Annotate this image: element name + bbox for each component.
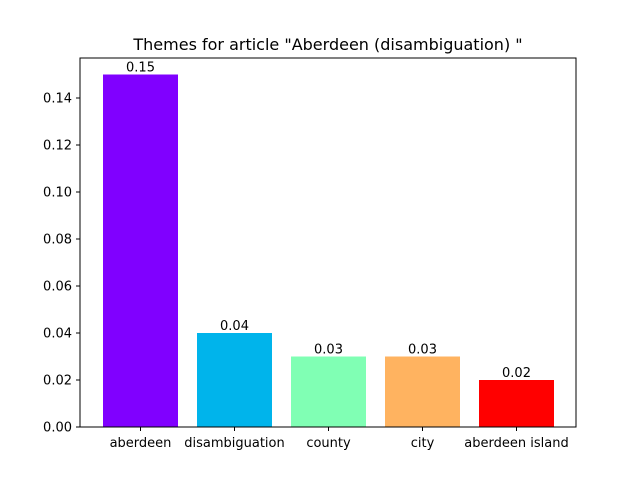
plot-frame xyxy=(79,57,577,428)
x-tick-label: city xyxy=(411,436,435,451)
value-labels-layer: 0.15 0.04 0.03 0.03 0.02 xyxy=(126,61,531,382)
y-tick-label: 0.00 xyxy=(43,421,72,436)
bar-county xyxy=(291,356,366,427)
x-tick-label: county xyxy=(306,436,351,451)
y-axis: 0.00 0.02 0.04 0.06 0.08 0.10 0.12 0.14 xyxy=(43,92,80,436)
y-tick-label: 0.14 xyxy=(43,92,72,107)
x-tick-label: aberdeen island xyxy=(464,436,568,451)
y-tick-label: 0.12 xyxy=(43,139,72,154)
bar-disambiguation xyxy=(197,333,272,427)
bars-layer xyxy=(103,74,554,427)
y-tick-label: 0.02 xyxy=(43,374,72,389)
y-tick-label: 0.08 xyxy=(43,233,72,248)
bar-value-label: 0.03 xyxy=(408,343,437,358)
bar-city xyxy=(385,356,460,427)
y-tick-label: 0.06 xyxy=(43,280,72,295)
bar-value-label: 0.02 xyxy=(502,366,531,381)
bar-aberdeen-island xyxy=(479,380,554,427)
chart-title: Themes for article "Aberdeen (disambigua… xyxy=(132,35,522,54)
x-tick-label: aberdeen xyxy=(110,436,172,451)
y-tick-label: 0.10 xyxy=(43,186,72,201)
bar-value-label: 0.15 xyxy=(126,61,155,76)
y-tick-label: 0.04 xyxy=(43,327,72,342)
bar-value-label: 0.03 xyxy=(314,343,343,358)
bar-value-label: 0.04 xyxy=(220,319,249,334)
x-axis: aberdeen disambiguation county city aberdeen… xyxy=(110,427,569,451)
bar-aberdeen xyxy=(103,74,178,427)
x-tick-label: disambiguation xyxy=(184,436,285,451)
